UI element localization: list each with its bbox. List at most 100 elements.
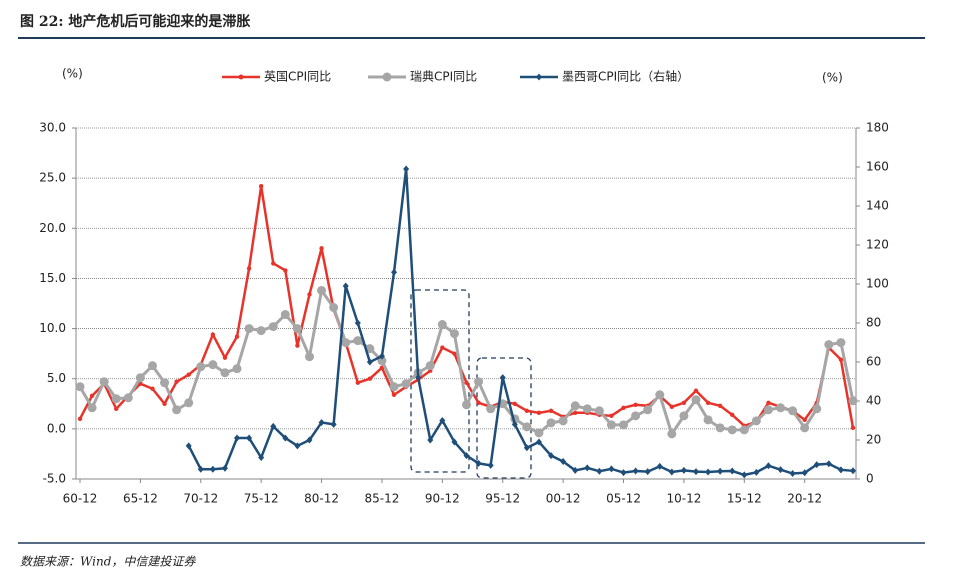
marker — [282, 434, 289, 442]
marker — [440, 345, 445, 350]
marker — [705, 468, 712, 476]
marker — [246, 266, 252, 271]
marker — [292, 324, 302, 334]
marker — [606, 420, 616, 430]
legend-label: 墨西哥CPI同比（右轴） — [562, 69, 689, 84]
marker — [594, 406, 604, 416]
marker — [668, 468, 675, 476]
marker — [425, 361, 435, 371]
marker — [705, 400, 711, 405]
marker — [837, 466, 844, 474]
marker — [270, 422, 277, 430]
marker — [197, 465, 204, 473]
marker — [111, 394, 121, 404]
marker — [812, 404, 822, 414]
marker — [486, 404, 496, 414]
marker — [401, 379, 411, 389]
marker — [679, 411, 689, 421]
y-tick-label: 15.0 — [39, 271, 66, 285]
marker — [294, 442, 301, 450]
marker — [475, 459, 482, 467]
marker — [341, 338, 351, 348]
marker — [234, 434, 241, 442]
legend-marker — [536, 73, 542, 81]
marker — [631, 411, 641, 421]
marker — [174, 379, 179, 384]
marker — [135, 373, 145, 383]
marker — [391, 392, 397, 397]
x-tick-label: 60-12 — [63, 492, 98, 506]
marker — [232, 364, 242, 374]
marker — [403, 165, 410, 173]
marker — [717, 403, 723, 408]
marker — [788, 406, 798, 416]
marker — [729, 467, 736, 475]
marker — [789, 470, 796, 478]
x-tick-label: 10-12 — [666, 492, 701, 506]
x-tick-label: 70-12 — [183, 492, 218, 506]
marker — [271, 261, 276, 266]
marker — [462, 400, 471, 410]
marker — [268, 322, 278, 332]
x-tick-label: 20-12 — [787, 492, 822, 506]
marker — [776, 403, 786, 413]
marker — [766, 400, 771, 405]
marker — [246, 434, 253, 442]
x-tick-label: 80-12 — [304, 492, 339, 506]
marker — [451, 438, 458, 446]
marker — [304, 352, 314, 362]
marker — [463, 452, 470, 460]
y2-tick-label: 20 — [866, 433, 881, 447]
marker — [280, 310, 290, 320]
marker — [499, 374, 506, 382]
marker — [210, 332, 216, 337]
marker — [838, 357, 844, 362]
chart-title: 图 22: 地产危机后可能迎来的是滞胀 — [20, 13, 250, 30]
x-tick-label: 65-12 — [123, 492, 158, 506]
marker — [609, 413, 614, 419]
marker — [186, 372, 191, 377]
y-tick-label: 25.0 — [39, 171, 66, 185]
marker — [582, 404, 592, 414]
marker — [511, 420, 518, 428]
marker — [524, 408, 530, 414]
marker — [449, 329, 459, 339]
highlight-box — [476, 357, 532, 479]
marker — [546, 418, 556, 428]
marker — [354, 319, 361, 327]
marker — [378, 352, 385, 360]
marker — [222, 355, 228, 360]
marker — [220, 368, 230, 378]
marker — [717, 467, 724, 475]
marker — [114, 406, 119, 411]
y-tick-label: -5.0 — [43, 472, 66, 486]
marker — [196, 362, 206, 372]
marker — [307, 292, 312, 297]
marker — [570, 401, 580, 411]
marker — [691, 395, 701, 405]
marker — [355, 380, 360, 385]
marker — [512, 401, 518, 406]
y-tick-label: 5.0 — [47, 371, 66, 385]
marker — [801, 469, 808, 477]
marker — [160, 378, 170, 388]
marker — [476, 400, 481, 405]
marker — [584, 464, 591, 472]
y-tick-label: 10.0 — [39, 321, 66, 335]
y-tick-label: 30.0 — [39, 121, 66, 135]
marker — [632, 467, 639, 475]
marker — [848, 396, 858, 406]
x-tick-label: 00-12 — [546, 492, 581, 506]
marker — [608, 465, 615, 473]
y2-tick-label: 60 — [866, 355, 881, 369]
marker — [644, 468, 651, 476]
marker — [77, 416, 83, 422]
marker — [162, 401, 167, 406]
marker — [258, 454, 265, 462]
marker — [427, 436, 434, 444]
marker — [825, 460, 832, 468]
marker — [656, 462, 663, 470]
x-tick-label: 85-12 — [365, 492, 400, 506]
x-tick-label: 15-12 — [727, 492, 762, 506]
y-tick-label: 0.0 — [47, 421, 66, 435]
